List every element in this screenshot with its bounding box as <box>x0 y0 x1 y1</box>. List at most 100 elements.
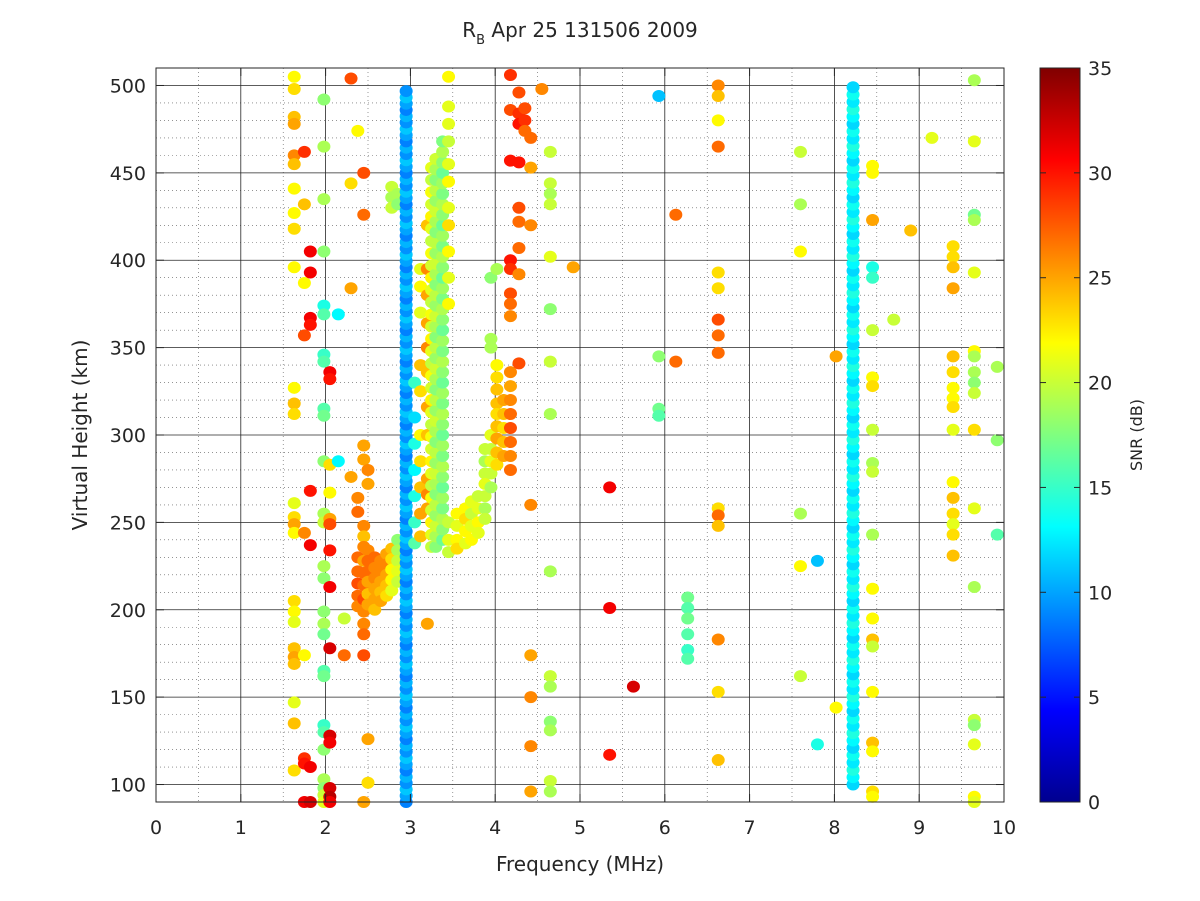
data-point <box>442 201 456 214</box>
y-tick-label: 200 <box>110 600 146 622</box>
data-point <box>323 518 337 531</box>
data-point <box>503 408 517 421</box>
data-point <box>711 633 725 646</box>
x-tick-label: 9 <box>913 817 925 839</box>
data-point <box>297 198 311 211</box>
data-point <box>317 617 331 630</box>
data-point <box>512 357 526 370</box>
colorbar-ticks: 0 5 10 15 20 25 30 35 <box>1040 58 1112 814</box>
data-point <box>967 366 981 379</box>
data-point <box>543 408 557 421</box>
data-point <box>711 282 725 295</box>
data-points <box>287 68 1004 808</box>
data-point <box>866 612 880 625</box>
data-point <box>287 615 301 628</box>
data-point <box>503 380 517 393</box>
data-point <box>323 736 337 749</box>
data-point <box>436 145 450 158</box>
data-point <box>478 512 492 525</box>
x-tick-label: 5 <box>574 817 586 839</box>
data-point <box>866 790 880 803</box>
data-point <box>368 603 382 616</box>
data-point <box>967 376 981 389</box>
data-point <box>543 785 557 798</box>
data-point <box>711 685 725 698</box>
data-point <box>351 505 365 518</box>
data-point <box>543 355 557 368</box>
data-point <box>323 782 337 795</box>
x-tick-label: 6 <box>659 817 671 839</box>
data-point <box>887 313 901 326</box>
data-point <box>846 81 860 94</box>
data-point <box>287 222 301 235</box>
x-tick-label: 3 <box>404 817 416 839</box>
chart-title-subscript: B <box>476 33 485 48</box>
colorbar: 0 5 10 15 20 25 30 35 <box>1039 58 1112 814</box>
data-point <box>323 486 337 499</box>
data-point <box>287 642 301 655</box>
x-tick-label: 7 <box>744 817 756 839</box>
data-point <box>436 355 450 368</box>
y-axis-ticks: 100 150 200 250 300 350 400 450 500 <box>110 75 1004 797</box>
data-point <box>344 72 358 85</box>
x-axis-label: Frequency (MHz) <box>496 852 664 876</box>
y-tick-label: 350 <box>110 338 146 360</box>
data-point <box>471 526 485 539</box>
data-point <box>711 509 725 522</box>
data-point <box>524 498 538 511</box>
data-point <box>287 82 301 95</box>
data-point <box>436 376 450 389</box>
data-point <box>793 198 807 211</box>
data-point <box>436 282 450 295</box>
colorbar-tick-label: 15 <box>1088 477 1112 499</box>
data-point <box>866 271 880 284</box>
data-point <box>990 434 1004 447</box>
data-point <box>503 297 517 310</box>
data-point <box>287 117 301 130</box>
data-point <box>414 306 428 319</box>
data-point <box>866 214 880 227</box>
colorbar-tick-label: 30 <box>1088 163 1112 185</box>
data-point <box>297 329 311 342</box>
data-point <box>669 355 683 368</box>
data-point <box>361 477 375 490</box>
data-point <box>331 308 345 321</box>
data-point <box>351 491 365 504</box>
data-point <box>331 455 345 468</box>
data-point <box>711 89 725 102</box>
data-point <box>503 394 517 407</box>
data-point <box>436 470 450 483</box>
data-point <box>669 208 683 221</box>
data-point <box>503 422 517 435</box>
data-point <box>357 166 371 179</box>
data-point <box>652 350 666 363</box>
data-point <box>303 245 317 258</box>
data-point <box>436 439 450 452</box>
data-point <box>793 145 807 158</box>
data-point <box>967 502 981 515</box>
data-point <box>681 628 695 641</box>
data-point <box>287 381 301 394</box>
data-point <box>414 385 428 398</box>
data-point <box>287 605 301 618</box>
x-axis-ticks: 0 1 2 3 4 5 6 7 8 9 10 <box>150 68 1016 839</box>
data-point <box>543 775 557 788</box>
data-point <box>436 387 450 400</box>
data-point <box>357 519 371 532</box>
data-point <box>317 245 331 258</box>
data-point <box>436 449 450 462</box>
data-point <box>946 240 960 253</box>
data-point <box>524 161 538 174</box>
data-point <box>946 381 960 394</box>
data-point <box>287 149 301 162</box>
data-point <box>681 591 695 604</box>
data-point <box>566 261 580 274</box>
data-point <box>946 282 960 295</box>
data-point <box>946 261 960 274</box>
data-point <box>317 605 331 618</box>
data-point <box>946 528 960 541</box>
data-point <box>866 324 880 337</box>
data-point <box>603 602 617 615</box>
data-point <box>866 528 880 541</box>
data-point <box>490 458 504 471</box>
